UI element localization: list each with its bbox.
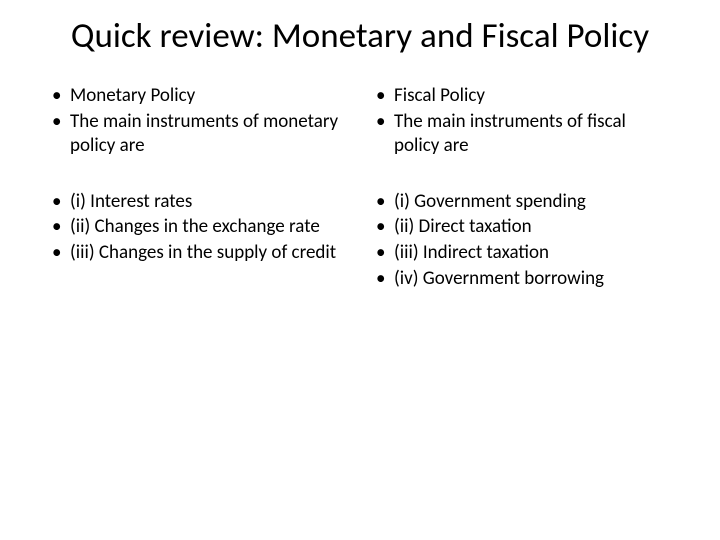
slide-title: Quick review: Monetary and Fiscal Policy	[48, 16, 672, 56]
list-item: (iv) Government borrowing	[372, 267, 672, 291]
left-column: Monetary Policy The main instruments of …	[48, 84, 348, 292]
list-item: The main instruments of fiscal policy ar…	[372, 110, 672, 158]
list-item: Fiscal Policy	[372, 84, 672, 108]
right-list-2: (i) Government spending (ii) Direct taxa…	[372, 190, 672, 291]
list-item: The main instruments of monetary policy …	[48, 110, 348, 158]
spacer	[48, 160, 348, 190]
list-item: (ii) Direct taxation	[372, 215, 672, 239]
content-columns: Monetary Policy The main instruments of …	[48, 84, 672, 292]
right-list-1: Fiscal Policy The main instruments of fi…	[372, 84, 672, 157]
right-column: Fiscal Policy The main instruments of fi…	[372, 84, 672, 292]
list-item: (ii) Changes in the exchange rate	[48, 215, 348, 239]
left-list-2: (i) Interest rates (ii) Changes in the e…	[48, 190, 348, 265]
list-item: (i) Interest rates	[48, 190, 348, 214]
list-item: (i) Government spending	[372, 190, 672, 214]
list-item: Monetary Policy	[48, 84, 348, 108]
left-list-1: Monetary Policy The main instruments of …	[48, 84, 348, 157]
spacer	[372, 160, 672, 190]
list-item: (iii) Changes in the supply of credit	[48, 241, 348, 265]
list-item: (iii) Indirect taxation	[372, 241, 672, 265]
